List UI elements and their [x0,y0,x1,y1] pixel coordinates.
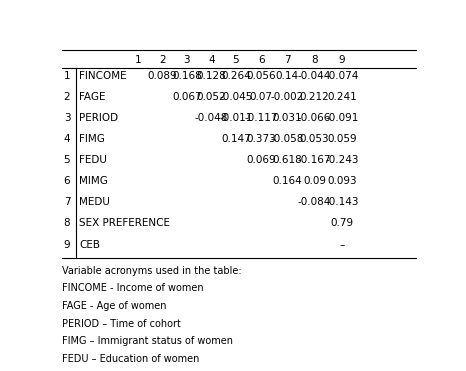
Text: 0.14: 0.14 [276,70,299,81]
Text: 7: 7 [64,197,70,207]
Text: FEDU: FEDU [79,155,107,165]
Text: -0.044: -0.044 [298,70,331,81]
Text: 0.264: 0.264 [221,70,251,81]
Text: Variable acronyms used in the table:: Variable acronyms used in the table: [62,266,241,276]
Text: 6: 6 [64,176,70,186]
Text: 7: 7 [284,55,290,65]
Text: –: – [340,240,345,250]
Text: 0.128: 0.128 [197,70,226,81]
Text: 9: 9 [64,240,70,250]
Text: 0.056: 0.056 [247,70,276,81]
Text: -0.045: -0.045 [219,92,253,102]
Text: 5: 5 [233,55,239,65]
Text: PERIOD: PERIOD [79,113,118,123]
Text: 0.09: 0.09 [303,176,326,186]
Text: -0.243: -0.243 [325,155,359,165]
Text: 0.618: 0.618 [272,155,302,165]
Text: -0.066: -0.066 [298,113,331,123]
Text: 0.164: 0.164 [272,176,302,186]
Text: 2: 2 [159,55,165,65]
Text: -0.091: -0.091 [325,113,359,123]
Text: 0.093: 0.093 [327,176,357,186]
Text: 5: 5 [64,155,70,165]
Text: 0.052: 0.052 [197,92,226,102]
Text: 2: 2 [64,92,70,102]
Text: 8: 8 [64,219,70,229]
Text: 1: 1 [64,70,70,81]
Text: 0.059: 0.059 [327,134,357,144]
Text: -0.167: -0.167 [298,155,331,165]
Text: 0.79: 0.79 [330,219,354,229]
Text: -0.011: -0.011 [219,113,253,123]
Text: 3: 3 [184,55,190,65]
Text: CEB: CEB [79,240,100,250]
Text: PERIOD – Time of cohort: PERIOD – Time of cohort [62,319,181,329]
Text: 4: 4 [208,55,215,65]
Text: 0.067: 0.067 [172,92,202,102]
Text: MIMG: MIMG [79,176,108,186]
Text: 0.031: 0.031 [273,113,302,123]
Text: 0.07: 0.07 [250,92,273,102]
Text: 6: 6 [258,55,265,65]
Text: -0.048: -0.048 [195,113,228,123]
Text: SEX PREFERENCE: SEX PREFERENCE [79,219,170,229]
Text: FINCOME: FINCOME [79,70,127,81]
Text: 0.241: 0.241 [327,92,357,102]
Text: 1: 1 [135,55,142,65]
Text: -0.074: -0.074 [325,70,359,81]
Text: 0.053: 0.053 [300,134,329,144]
Text: FAGE: FAGE [79,92,106,102]
Text: 9: 9 [339,55,345,65]
Text: FEDU – Education of women: FEDU – Education of women [62,354,199,364]
Text: -0.058: -0.058 [271,134,304,144]
Text: -0.143: -0.143 [325,197,359,207]
Text: 8: 8 [311,55,318,65]
Text: FAGE - Age of women: FAGE - Age of women [62,301,166,311]
Text: FIMG: FIMG [79,134,105,144]
Text: 0.089: 0.089 [147,70,177,81]
Text: -0.084: -0.084 [298,197,331,207]
Text: FINCOME - Income of women: FINCOME - Income of women [62,283,204,293]
Text: -0.117: -0.117 [245,113,278,123]
Text: 0.212: 0.212 [300,92,329,102]
Text: 0.168: 0.168 [172,70,202,81]
Text: 4: 4 [64,134,70,144]
Text: 0.147: 0.147 [221,134,251,144]
Text: 0.373: 0.373 [247,134,276,144]
Text: -0.002: -0.002 [271,92,304,102]
Text: 0.069: 0.069 [247,155,276,165]
Text: MEDU: MEDU [79,197,110,207]
Text: 3: 3 [64,113,70,123]
Text: FIMG – Immigrant status of women: FIMG – Immigrant status of women [62,336,233,347]
